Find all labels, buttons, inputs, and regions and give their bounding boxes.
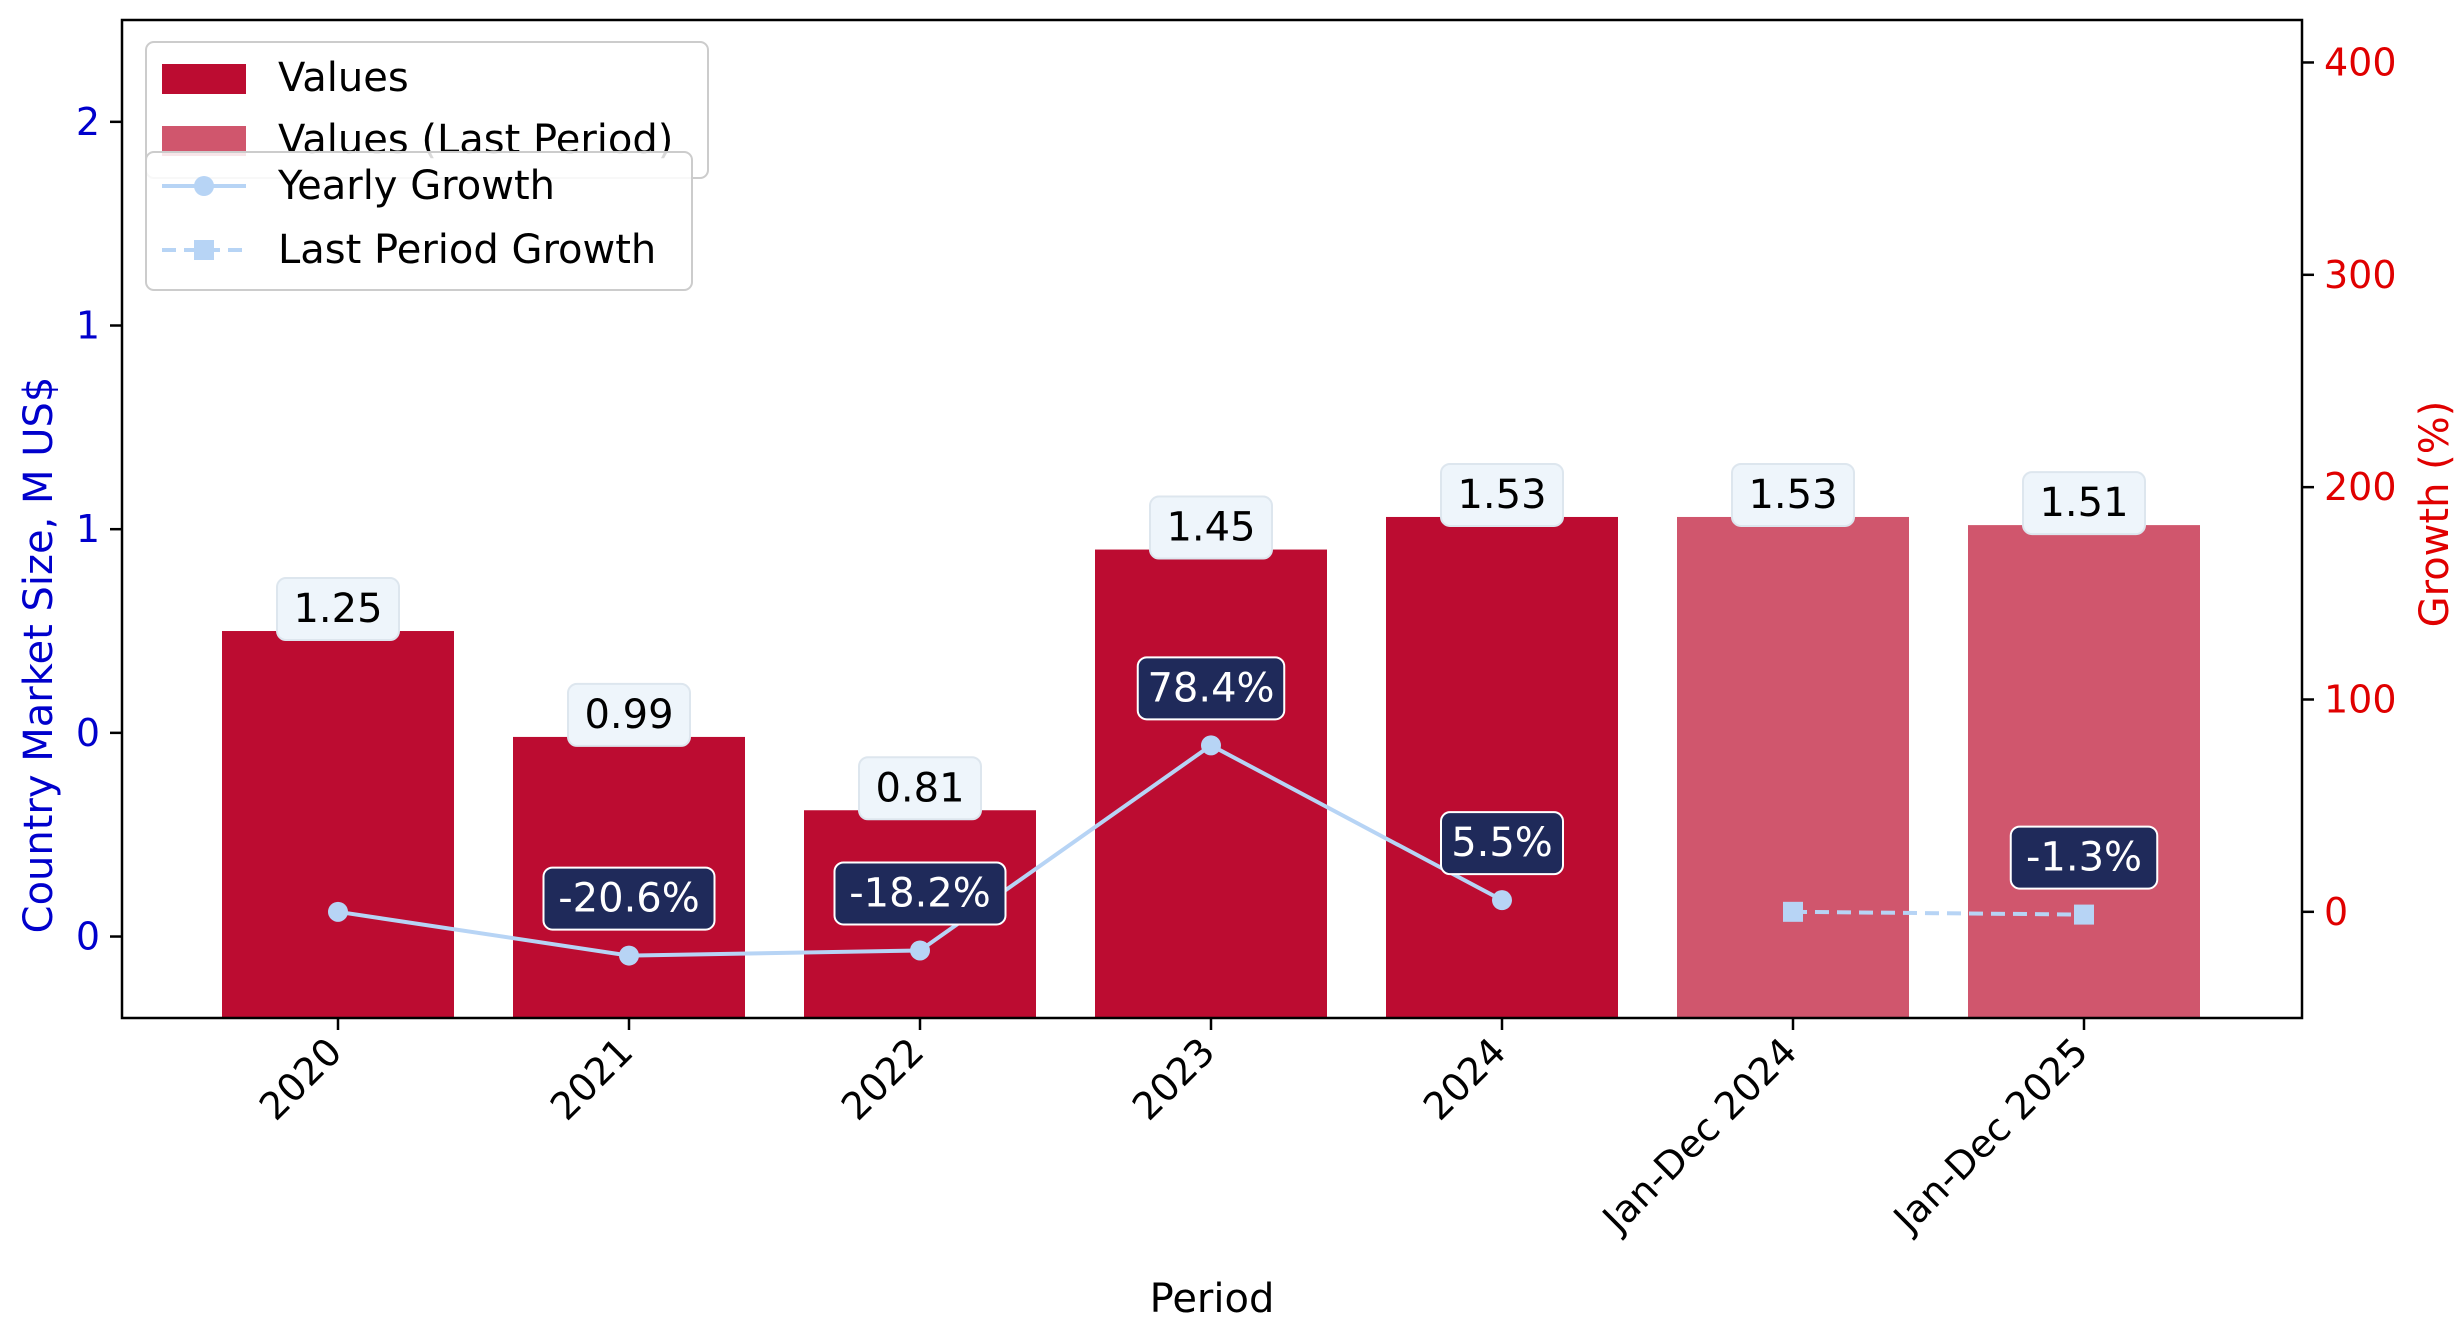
growth-value-label-box: [833, 861, 1007, 926]
y-tick-label-left: 0: [76, 915, 100, 959]
growth-marker-circle: [619, 945, 639, 966]
y-tick-label-left: 0: [76, 711, 100, 755]
legend-box-growth: [145, 151, 693, 291]
bar-value-label-box: [276, 577, 400, 642]
bar-value-label-box: [1440, 462, 1564, 527]
y-tick-label-right: 100: [2324, 677, 2397, 721]
bar-value-label-group: 1.25: [276, 577, 400, 642]
legend-label: Last Period Growth: [278, 227, 656, 273]
bar-value-label-box: [2022, 471, 2146, 536]
x-tick-label: 2022: [833, 1029, 933, 1129]
legend-swatch: [162, 64, 246, 94]
y-tick-label-left: 1: [76, 304, 100, 348]
bar-jan-dec-2025: [1968, 525, 2200, 1018]
growth-value-label-group: -1.3%: [2009, 825, 2159, 890]
growth-value-label-group: 5.5%: [1440, 811, 1564, 876]
x-tick-label: 2023: [1124, 1029, 1224, 1129]
growth-marker-circle: [1201, 735, 1221, 756]
growth-value-label-box: [1440, 811, 1564, 876]
bar-value-label: 1.51: [2039, 480, 2128, 526]
bar-value-label: 1.25: [293, 586, 382, 632]
legend-label: Values: [278, 55, 409, 101]
growth-value-label: 78.4%: [1147, 665, 1274, 711]
growth-value-label-box: [2009, 825, 2159, 890]
legend-label: Yearly Growth: [277, 163, 555, 209]
x-axis-title: Period: [1150, 1276, 1275, 1322]
growth-marker-circle: [1492, 890, 1512, 911]
bar-value-label-box: [567, 682, 691, 747]
y-tick-label-right: 300: [2324, 253, 2397, 297]
growth-marker-square: [1783, 901, 1803, 922]
bar-2024: [1386, 516, 1618, 1018]
bar-value-label-group: 0.99: [567, 682, 691, 747]
bar-value-label-box: [858, 756, 982, 821]
bar-value-label: 1.53: [1457, 472, 1546, 518]
y-axis-title-right: Growth (%): [2412, 401, 2458, 628]
growth-value-label: -1.3%: [2026, 835, 2142, 881]
y-tick-label-right: 400: [2324, 40, 2397, 84]
bar-2023: [1095, 549, 1327, 1018]
growth-value-label: -18.2%: [849, 870, 991, 916]
bar-value-label-group: 1.53: [1440, 462, 1564, 527]
growth-value-label-box: [542, 866, 716, 931]
x-tick-label: 2020: [251, 1029, 351, 1129]
bar-value-label-group: 1.51: [2022, 471, 2146, 536]
x-tick-label: 2024: [1415, 1029, 1515, 1129]
bar-value-label: 0.99: [584, 692, 673, 738]
x-tick-label: Jan-Dec 2024: [1593, 1029, 1806, 1242]
legend-marker-square: [194, 240, 214, 260]
growth-value-label-box: [1136, 656, 1286, 721]
bar-value-label: 0.81: [875, 765, 964, 811]
y-tick-label-right: 200: [2324, 465, 2397, 509]
bar-value-label: 1.45: [1166, 505, 1255, 551]
bar-value-label-box: [1149, 495, 1273, 560]
x-tick-label: Jan-Dec 2025: [1884, 1029, 2097, 1242]
bar-value-label-group: 1.45: [1149, 495, 1273, 560]
x-tick-label: 2021: [542, 1029, 642, 1129]
y-tick-label-right: 0: [2324, 890, 2348, 934]
growth-marker-circle: [328, 901, 348, 922]
legend-marker-circle: [194, 176, 214, 196]
growth-marker-square: [2074, 904, 2094, 925]
growth-value-label-group: -18.2%: [833, 861, 1007, 926]
bar-value-label-group: 0.81: [858, 756, 982, 821]
bar-value-label-group: 1.53: [1731, 462, 1855, 527]
bar-value-label: 1.53: [1748, 472, 1837, 518]
y-tick-label-left: 1: [76, 507, 100, 551]
y-axis-title-left: Country Market Size, M US$: [16, 377, 62, 934]
growth-value-label-group: 78.4%: [1136, 656, 1286, 721]
bar-value-label-box: [1731, 462, 1855, 527]
growth-value-label: 5.5%: [1451, 820, 1553, 866]
last-period-growth-line: [1792, 909, 2085, 917]
growth-marker-circle: [910, 940, 930, 961]
plot-area: 1.25 0.99 0.81 1.45 1.53 1.53 1.51 -20.6% -18.2%…: [222, 462, 2200, 1018]
growth-value-label: -20.6%: [558, 876, 700, 922]
growth-value-label-group: -20.6%: [542, 866, 716, 931]
y-tick-label-left: 2: [76, 100, 100, 144]
bar-2020: [222, 631, 454, 1018]
bar-jan-dec-2024: [1677, 516, 1909, 1018]
